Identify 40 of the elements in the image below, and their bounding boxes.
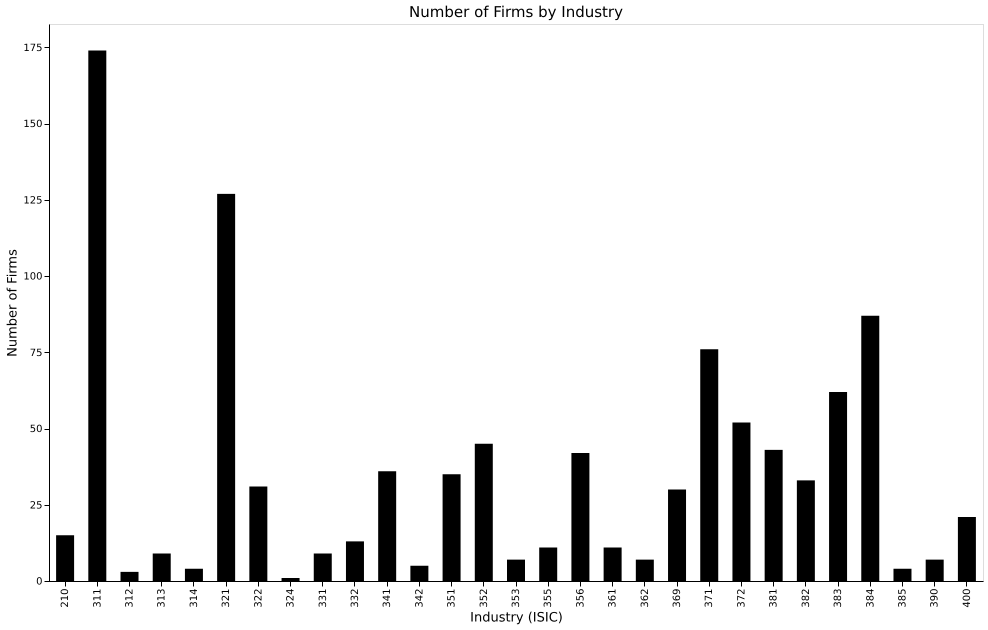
chart-title: Number of Firms by Industry (409, 3, 624, 21)
x-tick-label: 369 (672, 588, 684, 608)
y-tick-label: 100 (23, 272, 42, 283)
x-tick-label: 385 (897, 588, 908, 608)
x-tick-label: 362 (640, 588, 651, 608)
x-axis-title: Industry (ISIC) (470, 610, 563, 626)
y-tick-label: 50 (30, 424, 42, 436)
x-tick-label: 311 (92, 588, 104, 608)
x-tick-label: 371 (704, 588, 716, 608)
x-tick-label: 384 (865, 588, 876, 608)
x-tick-label: 314 (188, 588, 200, 608)
x-tick-label: 321 (221, 588, 232, 608)
x-tick-label: 383 (833, 588, 844, 608)
x-tick-label: 331 (318, 588, 329, 608)
y-tick-label: 125 (23, 195, 42, 206)
x-tick-label: 352 (478, 588, 490, 608)
x-tick-label: 312 (124, 588, 136, 608)
y-tick-label: 175 (23, 42, 42, 54)
x-tick-label: 313 (156, 588, 168, 608)
x-tick-label: 390 (930, 588, 941, 608)
x-tick-label: 353 (511, 588, 522, 608)
x-tick-label: 322 (253, 588, 264, 608)
x-tick-label: 400 (962, 588, 973, 608)
y-tick-label: 150 (23, 119, 42, 130)
x-tick-label: 341 (382, 588, 394, 608)
x-tick-label: 372 (736, 588, 748, 608)
y-tick-label: 25 (30, 500, 42, 512)
x-tick-label: 355 (543, 588, 554, 608)
x-tick-label: 342 (414, 588, 426, 608)
x-tick-label: 351 (446, 588, 458, 608)
y-tick-label: 75 (30, 348, 42, 359)
x-tick-label: 210 (60, 588, 72, 608)
y-tick-label: 0 (36, 576, 42, 588)
y-axis-title: Number of Firms (5, 248, 20, 357)
x-tick-label: 356 (575, 588, 586, 608)
x-tick-label: 361 (608, 588, 619, 608)
x-tick-label: 332 (350, 588, 361, 608)
x-tick-label: 382 (800, 588, 812, 608)
x-tick-label: 324 (286, 588, 297, 608)
x-tick-label: 381 (768, 588, 780, 608)
